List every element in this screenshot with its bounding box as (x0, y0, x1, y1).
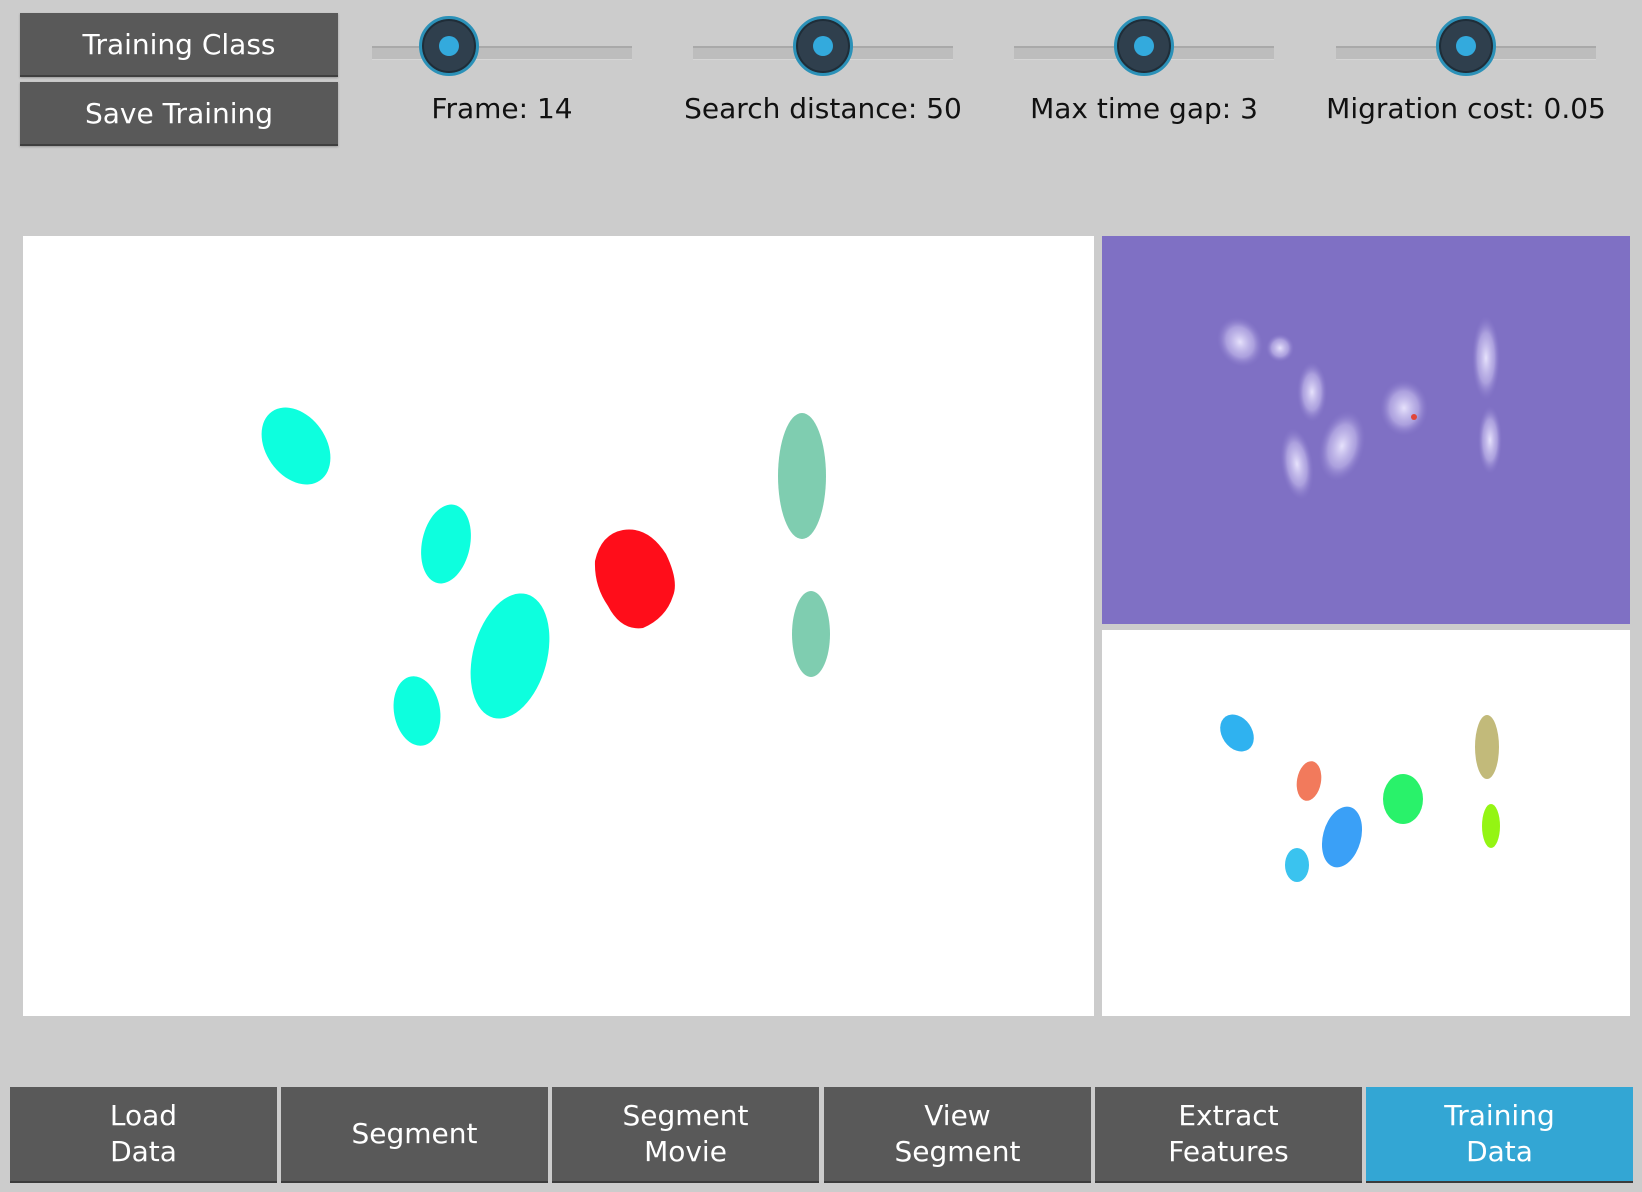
raw-image-view[interactable] (1102, 236, 1630, 624)
max-time-gap-slider[interactable] (1014, 14, 1274, 84)
save-training-button[interactable]: Save Training (20, 82, 338, 146)
migration-cost-slider[interactable] (1336, 14, 1596, 84)
tab-label-line1: Extract (1178, 1099, 1279, 1132)
tab-training-data[interactable]: Training Data (1366, 1087, 1633, 1183)
segmentation-view[interactable] (23, 236, 1094, 1016)
tab-extract-features[interactable]: Extract Features (1095, 1087, 1362, 1183)
tab-label-line2: Movie (644, 1135, 727, 1168)
nucleus (1478, 406, 1502, 474)
nucleus (1318, 410, 1366, 482)
segmentation-canvas[interactable] (23, 236, 1094, 1016)
nucleus (1297, 362, 1327, 422)
labeled-cell (1296, 761, 1322, 801)
nucleus (1472, 316, 1500, 400)
slider-knob[interactable] (419, 16, 479, 76)
tab-label-line2: Data (1466, 1135, 1533, 1168)
nucleus (1266, 334, 1294, 362)
cell-mask[interactable] (388, 673, 445, 750)
tab-label-line1: View (924, 1099, 991, 1132)
labeled-cell (1220, 714, 1254, 752)
nucleus (1380, 380, 1428, 436)
tab-segment[interactable]: Segment (281, 1087, 548, 1183)
tab-label-line1: Training (1444, 1099, 1555, 1132)
cell-mask[interactable] (458, 585, 563, 728)
label-canvas (1220, 714, 1500, 882)
selected-cell-mask[interactable] (594, 529, 675, 629)
migration-cost-label: Migration cost: 0.05 (1326, 92, 1606, 125)
tab-label-line1: Segment (622, 1099, 749, 1132)
search-distance-slider[interactable] (693, 14, 953, 84)
labeled-cell (1482, 804, 1500, 848)
slider-knob[interactable] (1436, 16, 1496, 76)
nucleus (1280, 428, 1314, 500)
slider-knob[interactable] (1114, 16, 1174, 76)
selected-marker (1411, 414, 1417, 420)
labeled-cell (1383, 774, 1423, 824)
tab-view-segment[interactable]: View Segment (824, 1087, 1091, 1183)
nucleus (1216, 316, 1264, 368)
labeled-cell (1475, 715, 1499, 779)
tab-label-line2: Features (1168, 1135, 1289, 1168)
frame-label: Frame: 14 (431, 92, 573, 125)
tab-load-data[interactable]: Load Data (10, 1087, 277, 1183)
tab-label-line2: Data (110, 1135, 177, 1168)
cell-masks[interactable] (247, 394, 830, 749)
search-distance-label: Search distance: 50 (684, 92, 962, 125)
tab-label-line2: Segment (894, 1135, 1021, 1168)
slider-track[interactable] (372, 46, 632, 60)
labeled-cells (1220, 714, 1500, 882)
max-time-gap-label: Max time gap: 3 (1030, 92, 1258, 125)
cell-mask[interactable] (778, 413, 826, 539)
training-class-button[interactable]: Training Class (20, 13, 338, 77)
nuclei (1216, 316, 1502, 500)
cell-mask[interactable] (792, 591, 830, 677)
tab-label-line1: Load (109, 1099, 178, 1132)
raw-image-canvas (1216, 316, 1502, 500)
frame-slider[interactable] (372, 14, 632, 84)
labeled-cell (1321, 806, 1363, 868)
label-view[interactable] (1102, 630, 1630, 1016)
labeled-cell (1285, 848, 1309, 882)
tab-segment-movie[interactable]: Segment Movie (552, 1087, 819, 1183)
cell-mask[interactable] (414, 500, 478, 588)
slider-knob[interactable] (793, 16, 853, 76)
cell-mask[interactable] (247, 394, 344, 497)
tab-label-line1: Segment (351, 1117, 478, 1150)
